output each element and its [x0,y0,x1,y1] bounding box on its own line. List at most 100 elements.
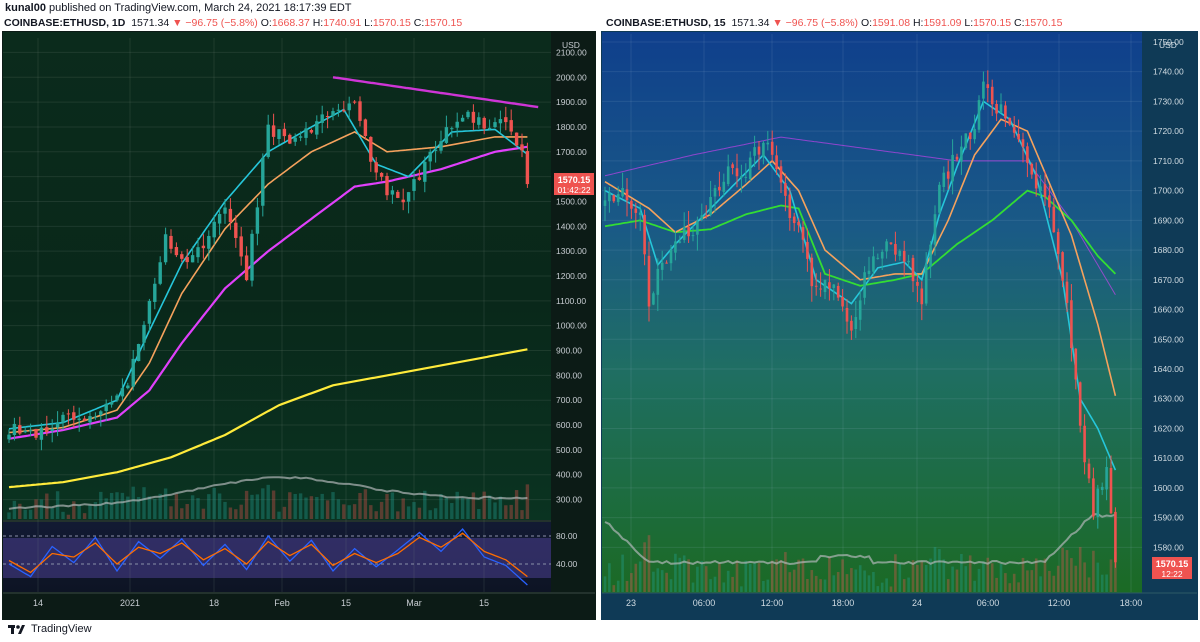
candle[interactable] [951,154,954,182]
candle[interactable] [158,262,162,284]
candle[interactable] [23,430,27,433]
candle[interactable] [1052,206,1056,233]
candle[interactable] [1021,139,1025,147]
left-main-plot[interactable] [3,32,551,520]
candle[interactable] [320,114,324,123]
candle[interactable] [678,241,682,243]
candle[interactable] [946,171,950,179]
candle[interactable] [455,121,459,128]
publisher-user[interactable]: kunal00 [5,2,46,14]
candle[interactable] [1100,486,1104,490]
candle[interactable] [136,343,141,362]
candle[interactable] [669,249,673,264]
candle[interactable] [757,146,761,155]
candle[interactable] [1074,348,1078,380]
candle[interactable] [460,117,465,122]
candle[interactable] [72,412,76,420]
candle[interactable] [1030,163,1034,175]
candle[interactable] [18,425,22,434]
candle[interactable] [293,137,297,142]
candle[interactable] [898,250,902,257]
candle[interactable] [61,414,65,423]
candle[interactable] [487,127,492,130]
candle[interactable] [109,402,114,405]
candle[interactable] [766,142,770,145]
candle[interactable] [212,221,216,238]
candle[interactable] [1105,467,1108,490]
candle[interactable] [792,216,796,224]
candle[interactable] [7,434,11,440]
candle[interactable] [439,141,443,151]
candle[interactable] [955,156,959,160]
candle[interactable] [995,103,998,114]
candle[interactable] [153,283,157,302]
candle[interactable] [99,411,103,415]
candle[interactable] [396,191,400,198]
candle[interactable] [1114,511,1117,563]
candle[interactable] [228,208,233,223]
candle[interactable] [797,221,800,226]
candle[interactable] [964,133,968,148]
candle[interactable] [277,129,281,139]
candle[interactable] [379,172,384,177]
candle[interactable] [1017,133,1020,140]
candle[interactable] [696,221,699,235]
candle[interactable] [417,177,422,180]
candle[interactable] [616,194,620,203]
candle[interactable] [889,242,893,245]
candle[interactable] [104,403,108,412]
candle[interactable] [845,308,849,322]
candle[interactable] [385,175,389,196]
candle[interactable] [973,128,976,140]
candle[interactable] [336,109,341,111]
candle[interactable] [482,117,486,129]
candle[interactable] [39,427,44,440]
candle[interactable] [163,234,168,263]
candle[interactable] [885,241,888,252]
candle[interactable] [261,157,265,206]
candle[interactable] [1087,463,1091,479]
candle[interactable] [347,103,351,111]
candle[interactable] [832,284,836,288]
candle[interactable] [665,262,668,264]
candle[interactable] [911,257,915,282]
candle[interactable] [1056,232,1060,254]
candle[interactable] [902,251,906,262]
candle[interactable] [770,141,774,155]
candle[interactable] [325,116,330,118]
candle[interactable] [858,300,862,320]
candle[interactable] [1109,468,1113,514]
candle[interactable] [647,255,651,307]
candle[interactable] [142,324,146,343]
candle[interactable] [916,281,919,286]
candle[interactable] [28,430,33,432]
candle[interactable] [304,128,308,138]
candle[interactable] [207,235,211,249]
candle[interactable] [784,183,787,196]
candle[interactable] [525,151,530,185]
candle[interactable] [401,199,405,203]
candle[interactable] [630,200,633,209]
candle[interactable] [82,418,87,421]
candle[interactable] [309,129,314,133]
candle[interactable] [423,161,427,182]
candle[interactable] [93,416,98,418]
candle[interactable] [352,101,357,103]
candle[interactable] [876,257,880,259]
candle[interactable] [190,255,195,263]
candle[interactable] [185,257,189,263]
candle[interactable] [1070,300,1073,349]
candle[interactable] [1026,146,1029,163]
right-symbol[interactable]: COINBASE:ETHUSD, 15 [606,17,726,29]
candle[interactable] [638,212,642,215]
candle[interactable] [433,149,438,151]
candle[interactable] [1008,117,1012,125]
candle[interactable] [823,279,827,293]
candle[interactable] [726,166,730,185]
candle[interactable] [358,101,362,121]
candle[interactable] [762,142,765,157]
candle[interactable] [174,247,179,256]
candle[interactable] [744,176,748,178]
candle[interactable] [753,147,756,156]
candle[interactable] [775,155,778,170]
